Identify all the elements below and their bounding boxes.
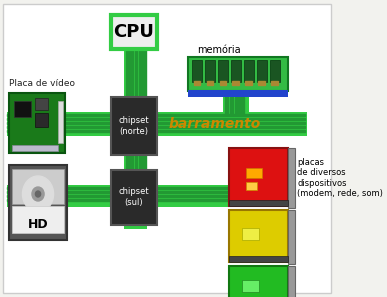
Text: chipset
(sul): chipset (sul) xyxy=(119,187,149,207)
Bar xyxy=(130,48,133,98)
Bar xyxy=(125,48,147,98)
Bar xyxy=(270,60,280,82)
Bar xyxy=(259,81,265,85)
Circle shape xyxy=(22,176,53,212)
Bar xyxy=(288,266,295,297)
Bar xyxy=(149,118,305,120)
Bar xyxy=(111,15,157,49)
Bar xyxy=(218,60,228,82)
Bar xyxy=(149,199,231,201)
Bar xyxy=(126,48,129,98)
Bar xyxy=(139,155,142,215)
Bar xyxy=(219,81,226,85)
Bar xyxy=(240,97,244,115)
Bar xyxy=(229,148,288,206)
Bar xyxy=(149,191,231,193)
Text: chipset
(norte): chipset (norte) xyxy=(119,116,149,136)
Bar xyxy=(271,81,278,85)
Bar xyxy=(244,60,254,82)
Bar xyxy=(125,155,147,215)
Bar xyxy=(233,81,240,85)
Bar xyxy=(126,155,129,215)
Bar xyxy=(135,155,137,215)
Bar xyxy=(7,191,125,193)
Text: HD: HD xyxy=(28,217,48,230)
Bar xyxy=(223,97,249,115)
Bar xyxy=(111,170,157,225)
Circle shape xyxy=(32,187,44,201)
Bar xyxy=(111,97,157,155)
Bar xyxy=(149,130,305,132)
Bar xyxy=(257,60,267,82)
Bar xyxy=(7,195,125,197)
Bar xyxy=(135,48,137,98)
Bar xyxy=(149,195,231,197)
Bar xyxy=(58,101,63,143)
Bar xyxy=(7,199,125,201)
Text: memória: memória xyxy=(197,45,241,55)
Bar xyxy=(12,169,64,204)
Circle shape xyxy=(36,191,41,197)
Bar xyxy=(246,168,262,178)
Bar xyxy=(242,228,259,240)
Bar xyxy=(188,57,288,91)
Bar xyxy=(149,114,305,116)
Bar xyxy=(207,81,214,85)
Bar xyxy=(34,98,48,110)
Bar xyxy=(246,182,257,190)
Bar xyxy=(188,90,288,97)
Bar xyxy=(149,122,305,124)
Bar xyxy=(225,97,228,115)
Bar xyxy=(139,48,142,98)
Bar xyxy=(7,112,125,136)
Bar xyxy=(34,113,48,127)
Bar xyxy=(192,60,202,82)
Bar xyxy=(12,206,64,233)
Bar xyxy=(9,93,65,153)
Bar xyxy=(9,165,67,240)
Bar xyxy=(144,155,146,215)
Bar xyxy=(229,210,288,262)
Bar xyxy=(147,185,233,207)
Bar xyxy=(149,126,305,128)
Bar xyxy=(7,187,125,189)
Bar xyxy=(7,130,125,132)
Text: placas
de diversos
dispositivos
(modem, rede, som): placas de diversos dispositivos (modem, … xyxy=(297,158,383,198)
Bar xyxy=(235,97,238,115)
Bar xyxy=(149,187,231,189)
Bar xyxy=(7,114,125,116)
Bar xyxy=(231,60,241,82)
Bar xyxy=(205,60,215,82)
Bar xyxy=(7,185,125,207)
Bar xyxy=(229,266,288,297)
Bar xyxy=(7,118,125,120)
Bar xyxy=(288,148,295,208)
Bar xyxy=(147,112,307,136)
Bar xyxy=(245,81,252,85)
Bar xyxy=(12,145,58,151)
Bar xyxy=(230,97,233,115)
Text: CPU: CPU xyxy=(113,23,154,41)
Bar xyxy=(125,213,147,229)
Text: barramento: barramento xyxy=(168,117,260,131)
Bar xyxy=(288,210,295,264)
Bar xyxy=(194,81,200,85)
Bar xyxy=(14,101,31,117)
Bar xyxy=(144,48,146,98)
Bar xyxy=(130,155,133,215)
Bar xyxy=(7,126,125,128)
Bar xyxy=(229,256,288,262)
Bar xyxy=(242,280,259,292)
Bar xyxy=(7,122,125,124)
Text: Placa de vídeo: Placa de vídeo xyxy=(9,79,75,88)
Bar xyxy=(229,200,288,206)
